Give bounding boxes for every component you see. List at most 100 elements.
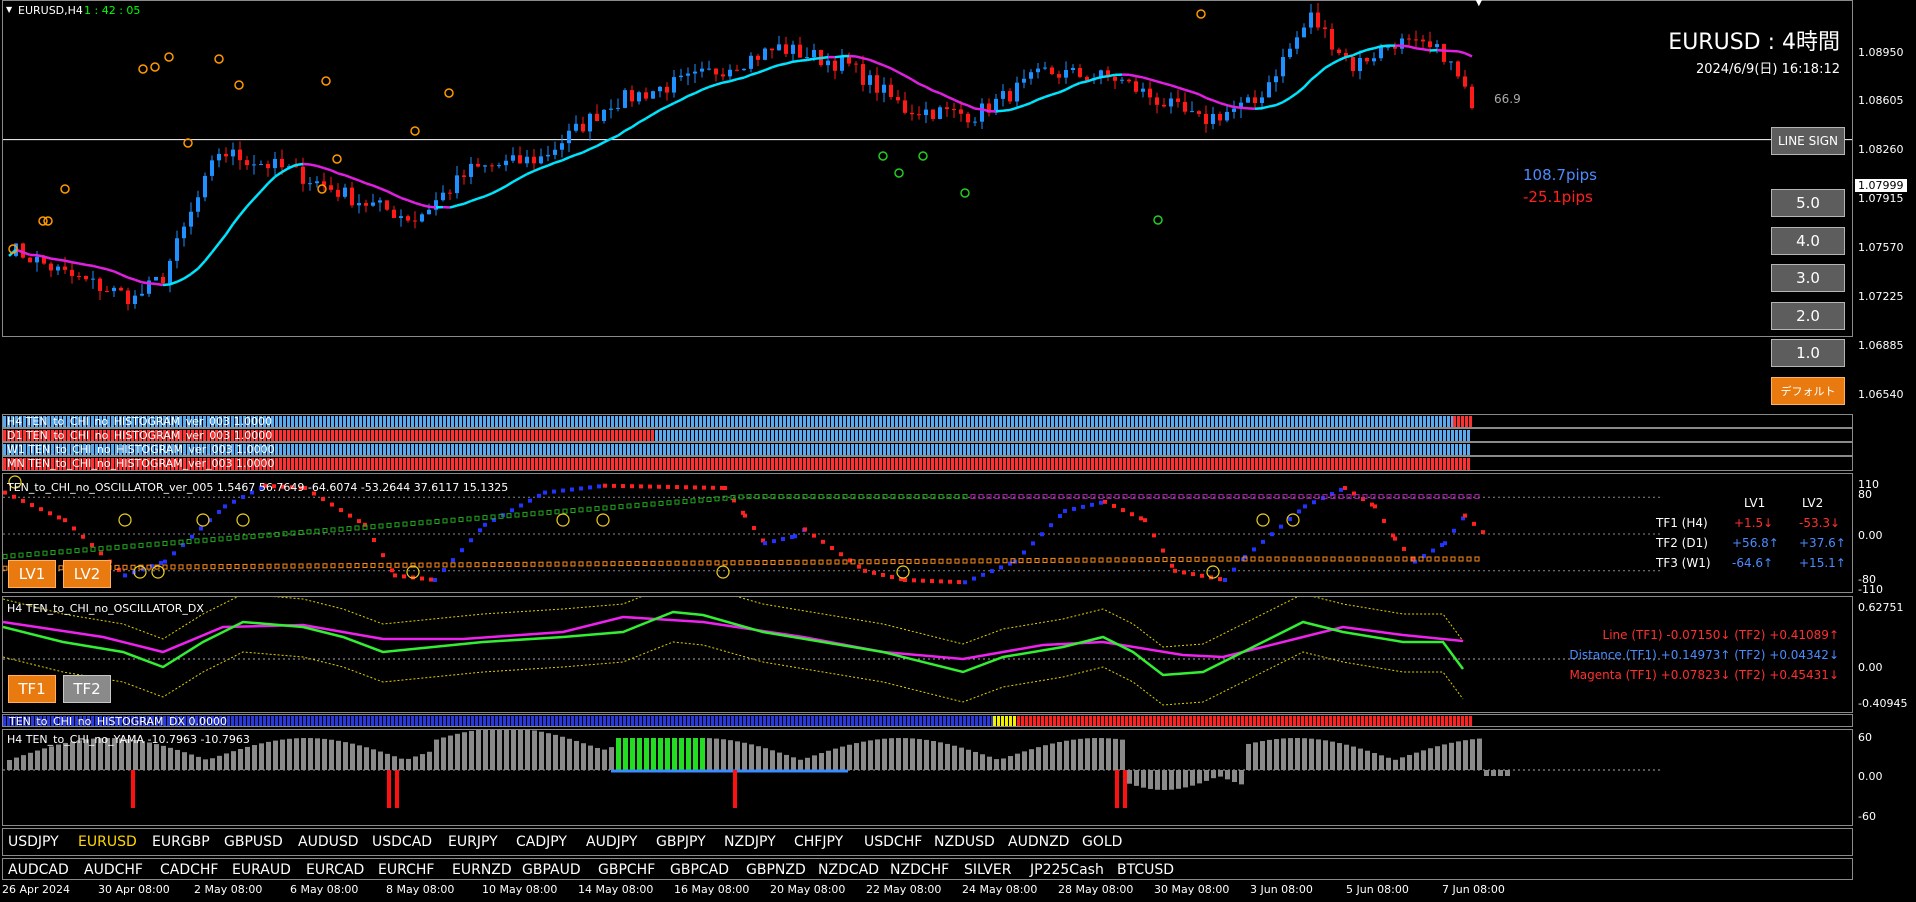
level-2-button[interactable]: 2.0	[1771, 302, 1845, 330]
level-3-button[interactable]: 3.0	[1771, 264, 1845, 292]
osc-dot	[537, 493, 541, 498]
tf2-button[interactable]: TF2	[63, 675, 111, 703]
histogram-bar	[839, 430, 842, 441]
symbol-nzdjpy[interactable]: NZDJPY	[724, 834, 776, 850]
osc-band-square	[1354, 556, 1360, 562]
symbol-gbpchf[interactable]: GBPCHF	[598, 862, 656, 878]
dx-panel[interactable]: H4 TEN_to_CHI_no_OSCILLATOR_DX	[2, 596, 1853, 713]
price-chart-panel[interactable]	[2, 0, 1853, 337]
histogram-bar	[319, 716, 322, 726]
histogram-bar	[1003, 430, 1006, 441]
histogram-bar	[1021, 716, 1024, 726]
symbol-usdjpy[interactable]: USDJPY	[8, 834, 59, 850]
histogram-bar	[967, 716, 970, 726]
symbol-cadjpy[interactable]: CADJPY	[516, 834, 567, 850]
symbol-audnzd[interactable]: AUDNZD	[1008, 834, 1070, 850]
tf1-button[interactable]: TF1	[8, 675, 56, 703]
symbol-eurgbp[interactable]: EURGBP	[152, 834, 210, 850]
histogram-bar	[655, 458, 658, 470]
symbol-nzdchf[interactable]: NZDCHF	[890, 862, 950, 878]
symbol-eurnzd[interactable]: EURNZD	[452, 862, 512, 878]
histogram-bar	[591, 430, 594, 441]
level-5-button[interactable]: 5.0	[1771, 189, 1845, 217]
chart-scroll-marker-icon[interactable]: ▼	[1475, 0, 1483, 8]
date-tick: 28 May 08:00	[1058, 883, 1134, 896]
histogram-bar	[1275, 416, 1278, 427]
yama-panel[interactable]: H4 TEN_to_CHI_no_YAMA -10.7963 -10.7963	[2, 729, 1853, 826]
histogram-bar	[111, 458, 114, 470]
symbol-gbpnzd[interactable]: GBPNZD	[746, 862, 806, 878]
histogram-bar	[1359, 444, 1362, 455]
symbol-silver[interactable]: SILVER	[964, 862, 1012, 878]
histogram-bar	[1379, 430, 1382, 441]
histogram-bar	[651, 430, 654, 441]
histogram-bar	[915, 430, 918, 441]
histogram-bar	[1355, 444, 1358, 455]
symbol-nzdcad[interactable]: NZDCAD	[818, 862, 879, 878]
symbol-btcusd[interactable]: BTCUSD	[1117, 862, 1175, 878]
symbol-eurjpy[interactable]: EURJPY	[448, 834, 498, 850]
symbol-jp225cash[interactable]: JP225Cash	[1030, 862, 1104, 878]
oscillator-panel[interactable]: TEN_to_CHI_no_OSCILLATOR_ver_005 1.5467 …	[2, 473, 1853, 593]
ma-line-segment	[1310, 73, 1319, 81]
line-sign-button[interactable]: LINE SIGN	[1771, 127, 1845, 155]
yama-bar	[1057, 741, 1062, 770]
symbol-gold[interactable]: GOLD	[1082, 834, 1123, 850]
symbol-audjpy[interactable]: AUDJPY	[586, 834, 638, 850]
histogram-bar	[819, 416, 822, 427]
histogram-bar	[1337, 716, 1340, 726]
histogram-bar	[811, 430, 814, 441]
histogram-bar	[415, 716, 418, 726]
histogram-bar	[703, 716, 706, 726]
symbol-gbpcad[interactable]: GBPCAD	[670, 862, 730, 878]
candle-body	[1078, 67, 1082, 77]
symbol-gbpaud[interactable]: GBPAUD	[522, 862, 581, 878]
ma-line-segment	[1037, 95, 1046, 101]
symbol-usdcad[interactable]: USDCAD	[372, 834, 433, 850]
candle-body	[1470, 86, 1474, 109]
histogram-bar	[155, 444, 158, 455]
osc-band-square	[1306, 494, 1312, 500]
histogram-bar	[1339, 458, 1342, 470]
histogram-bar	[887, 430, 890, 441]
osc-dot	[1343, 486, 1347, 490]
histogram-bar	[811, 716, 814, 726]
level-4-button[interactable]: 4.0	[1771, 227, 1845, 255]
symbol-euraud[interactable]: EURAUD	[232, 862, 291, 878]
histogram-bar	[167, 416, 170, 427]
symbol-cadchf[interactable]: CADCHF	[160, 862, 219, 878]
histogram-bar	[223, 716, 226, 726]
histogram-bar	[659, 458, 662, 470]
symbol-eurcad[interactable]: EURCAD	[306, 862, 365, 878]
symbol-usdchf[interactable]: USDCHF	[864, 834, 923, 850]
lv1-button[interactable]: LV1	[8, 560, 56, 588]
histogram-bar	[391, 458, 394, 470]
default-button[interactable]: デフォルト	[1771, 377, 1845, 405]
symbol-eurusd[interactable]: EURUSD	[78, 834, 137, 850]
histogram-bar	[95, 444, 98, 455]
level-1-button[interactable]: 1.0	[1771, 339, 1845, 367]
histogram-bar	[895, 416, 898, 427]
histogram-bar	[255, 444, 258, 455]
histogram-bar	[39, 430, 42, 441]
histogram-bar	[195, 416, 198, 427]
osc-band-square	[410, 562, 416, 568]
symbol-audcad[interactable]: AUDCAD	[8, 862, 69, 878]
chart-menu-icon[interactable]: ▼	[6, 5, 13, 14]
symbol-audchf[interactable]: AUDCHF	[84, 862, 143, 878]
osc-dot	[1279, 524, 1283, 529]
histogram-bar	[1317, 716, 1320, 726]
candle-body	[504, 160, 508, 166]
histogram-bar	[1015, 430, 1018, 441]
symbol-gbpjpy[interactable]: GBPJPY	[656, 834, 706, 850]
histogram-bar	[171, 430, 174, 441]
symbol-audusd[interactable]: AUDUSD	[298, 834, 359, 850]
symbol-chfjpy[interactable]: CHFJPY	[794, 834, 844, 850]
osc-band-square	[674, 560, 680, 566]
symbol-eurchf[interactable]: EURCHF	[378, 862, 435, 878]
histogram-bar	[239, 458, 242, 470]
histogram-bar	[947, 416, 950, 427]
symbol-nzdusd[interactable]: NZDUSD	[934, 834, 995, 850]
lv2-button[interactable]: LV2	[63, 560, 111, 588]
symbol-gbpusd[interactable]: GBPUSD	[224, 834, 283, 850]
